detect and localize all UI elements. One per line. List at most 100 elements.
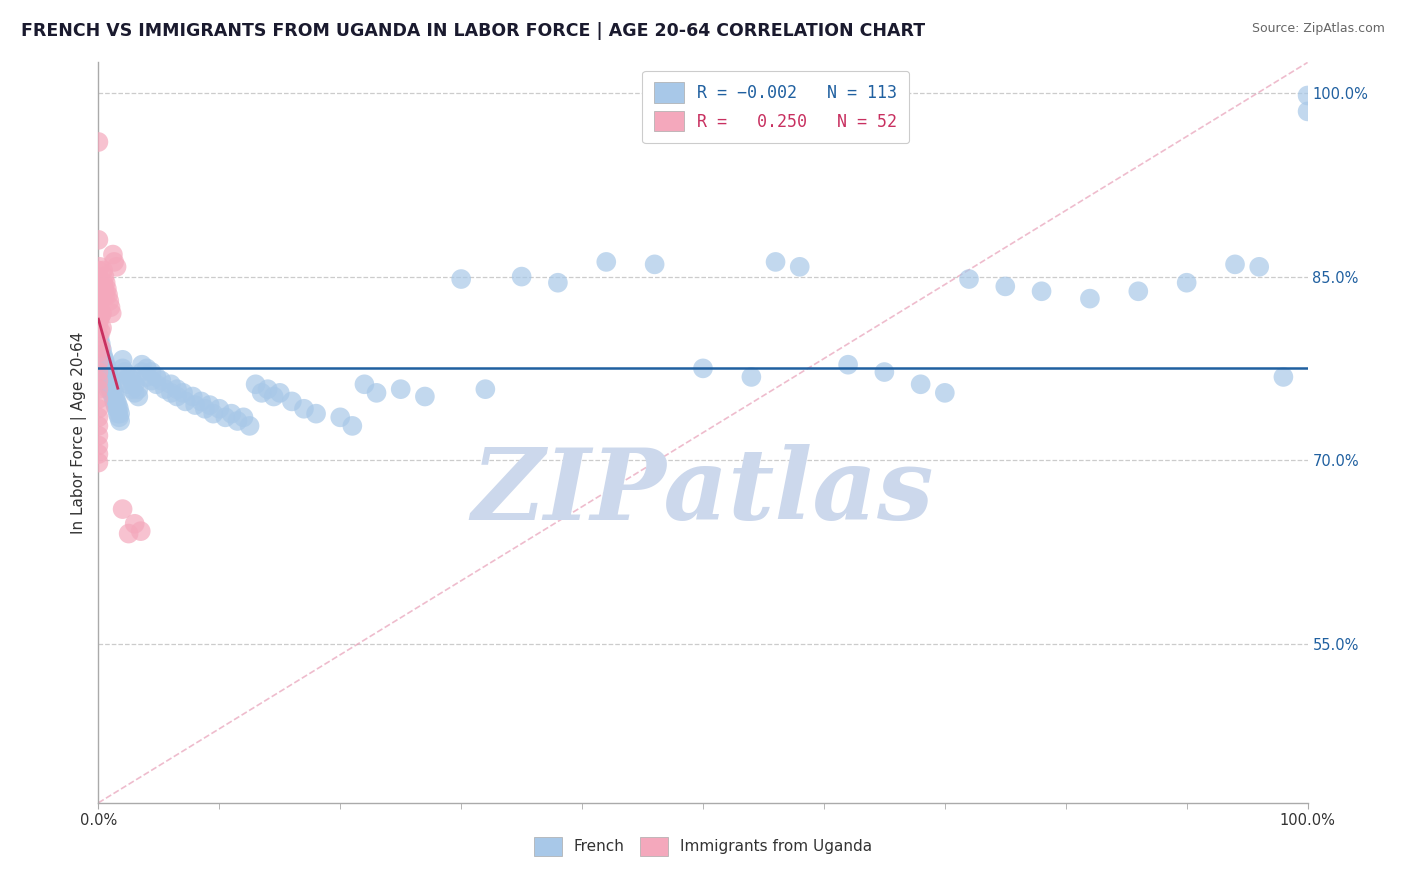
Point	[87, 456, 110, 470]
Point	[108, 401, 131, 416]
Point	[100, 377, 122, 392]
Point	[644, 257, 666, 271]
Point	[135, 361, 157, 376]
Point	[91, 276, 114, 290]
Point	[91, 263, 114, 277]
Point	[93, 361, 115, 376]
Point	[91, 349, 114, 363]
Point	[87, 428, 110, 442]
Point	[90, 309, 112, 323]
Point	[87, 309, 110, 323]
Point	[94, 288, 117, 302]
Point	[131, 365, 153, 379]
Point	[100, 382, 122, 396]
Text: FRENCH VS IMMIGRANTS FROM UGANDA IN LABOR FORCE | AGE 20-64 CORRELATION CHART: FRENCH VS IMMIGRANTS FROM UGANDA IN LABO…	[21, 22, 925, 40]
Point	[91, 361, 114, 376]
Point	[111, 361, 134, 376]
Point	[96, 282, 118, 296]
Point	[87, 355, 110, 369]
Point	[292, 401, 315, 416]
Point	[89, 343, 111, 357]
Point	[145, 377, 167, 392]
Point	[1128, 285, 1150, 299]
Point	[366, 385, 388, 400]
Point	[153, 382, 176, 396]
Point	[595, 255, 617, 269]
Point	[91, 368, 114, 382]
Point	[100, 306, 122, 320]
Point	[107, 398, 129, 412]
Point	[87, 365, 110, 379]
Point	[90, 337, 112, 351]
Point	[250, 385, 273, 400]
Point	[174, 394, 197, 409]
Point	[90, 349, 112, 363]
Point	[269, 385, 291, 400]
Point	[127, 390, 149, 404]
Point	[121, 374, 143, 388]
Point	[90, 292, 112, 306]
Point	[114, 374, 136, 388]
Point	[740, 370, 762, 384]
Point	[100, 385, 122, 400]
Point	[87, 382, 110, 396]
Point	[1296, 88, 1319, 103]
Point	[111, 352, 134, 367]
Point	[910, 377, 932, 392]
Point	[93, 352, 115, 367]
Point	[389, 382, 412, 396]
Point	[108, 414, 131, 428]
Point	[87, 438, 110, 452]
Point	[1296, 104, 1319, 119]
Point	[94, 374, 117, 388]
Point	[957, 272, 980, 286]
Point	[127, 382, 149, 396]
Text: ZIPatlas: ZIPatlas	[472, 443, 934, 540]
Point	[208, 401, 231, 416]
Point	[184, 398, 207, 412]
Point	[100, 300, 122, 314]
Point	[97, 374, 120, 388]
Point	[96, 377, 118, 392]
Point	[97, 288, 120, 302]
Point	[135, 370, 157, 384]
Point	[89, 279, 111, 293]
Point	[93, 269, 115, 284]
Point	[89, 296, 111, 310]
Point	[87, 318, 110, 333]
Point	[305, 407, 328, 421]
Text: Source: ZipAtlas.com: Source: ZipAtlas.com	[1251, 22, 1385, 36]
Point	[121, 382, 143, 396]
Point	[87, 345, 110, 359]
Point	[108, 410, 131, 425]
Point	[837, 358, 859, 372]
Point	[934, 385, 956, 400]
Point	[245, 377, 267, 392]
Point	[93, 282, 115, 296]
Point	[91, 358, 114, 372]
Point	[1175, 276, 1198, 290]
Point	[89, 312, 111, 326]
Point	[90, 341, 112, 355]
Point	[91, 355, 114, 369]
Point	[1223, 257, 1246, 271]
Point	[172, 385, 194, 400]
Point	[89, 349, 111, 363]
Point	[87, 392, 110, 406]
Point	[90, 355, 112, 369]
Point	[141, 374, 163, 388]
Point	[87, 233, 110, 247]
Point	[166, 382, 188, 396]
Point	[96, 361, 118, 376]
Point	[89, 260, 111, 274]
Point	[450, 272, 472, 286]
Point	[789, 260, 811, 274]
Point	[765, 255, 787, 269]
Point	[202, 407, 225, 421]
Point	[101, 382, 124, 396]
Point	[160, 377, 183, 392]
Point	[87, 401, 110, 416]
Point	[226, 414, 249, 428]
Point	[105, 394, 128, 409]
Point	[232, 410, 254, 425]
